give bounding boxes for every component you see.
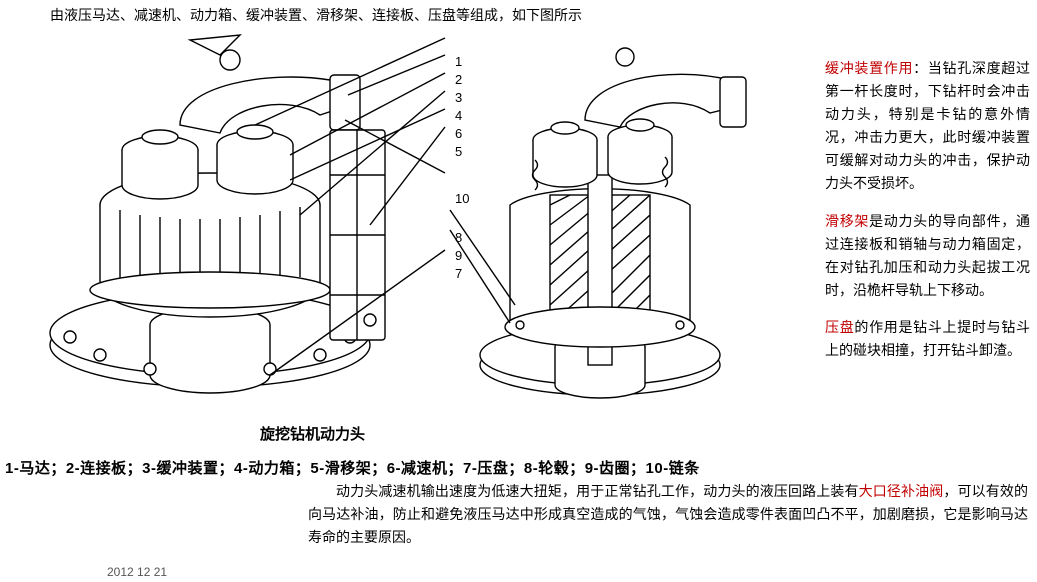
note-slide-frame: 滑移架是动力头的导向部件，通过连接板和销轴与动力箱固定，在对钻孔加压和动力头起拔…: [825, 211, 1030, 303]
note-buffer-emph: 缓冲装置作用: [825, 62, 913, 77]
callout-2: 2: [455, 73, 469, 86]
note-slide-emph: 滑移架: [825, 215, 869, 230]
note-plate-text: 的作用是钻斗上提时与钻斗上的碰块相撞，打开钻斗卸渣。: [825, 321, 1030, 359]
callout-9: 9: [455, 249, 469, 262]
date-fragment: 2012 12 21: [107, 562, 167, 582]
figure-power-head: 1 2 3 4 6 5 10 8 9 7: [30, 25, 810, 420]
note-pressure-plate: 压盘的作用是钻斗上提时与钻斗上的碰块相撞，打开钻斗卸渣。: [825, 317, 1030, 363]
bottom-paragraph: 动力头减速机输出速度为低速大扭矩，用于正常钻孔工作，动力头的液压回路上装有大口径…: [308, 481, 1028, 550]
callout-7: 7: [455, 267, 469, 280]
power-head-drawing: [30, 25, 810, 420]
callout-6: 6: [455, 127, 469, 140]
figure-legend: 1-马达；2-连接板；3-缓冲装置；4-动力箱；5-滑移架；6-减速机；7-压盘…: [5, 456, 805, 482]
bottom-emph: 大口径补油阀: [859, 485, 944, 500]
figure-caption: 旋挖钻机动力头: [260, 423, 365, 449]
callout-numbers: 1 2 3 4 6 5 10 8 9 7: [455, 55, 469, 285]
side-notes: 缓冲装置作用：当钻孔深度超过第一杆长度时，下钻杆时会冲击动力头，特别是卡钻的意外…: [825, 58, 1030, 377]
bottom-pre: 动力头减速机输出速度为低速大扭矩，用于正常钻孔工作，动力头的液压回路上装有: [336, 485, 859, 500]
note-plate-emph: 压盘: [825, 321, 854, 336]
callout-5: 5: [455, 145, 469, 158]
callout-1: 1: [455, 55, 469, 68]
callout-10: 10: [455, 192, 469, 205]
callout-3: 3: [455, 91, 469, 104]
note-buffer-text: ：当钻孔深度超过第一杆长度时，下钻杆时会冲击动力头，特别是卡钻的意外情况，冲击力…: [825, 62, 1030, 192]
callout-4: 4: [455, 109, 469, 122]
callout-8: 8: [455, 231, 469, 244]
note-buffer: 缓冲装置作用：当钻孔深度超过第一杆长度时，下钻杆时会冲击动力头，特别是卡钻的意外…: [825, 58, 1030, 197]
